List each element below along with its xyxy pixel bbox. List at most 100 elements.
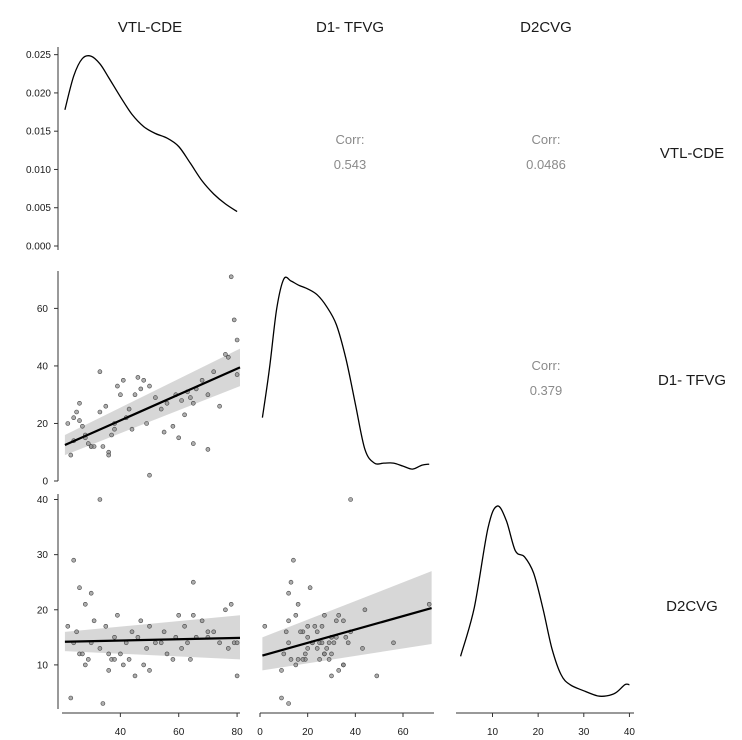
- density-curve-0: [64, 55, 238, 213]
- y-tick-label: 60: [37, 304, 49, 315]
- corr-label: Corr:: [336, 132, 365, 147]
- y-tick-label: 0.025: [26, 50, 51, 61]
- scatter-point: [132, 392, 138, 398]
- scatter-point: [191, 441, 196, 446]
- scatter-point: [341, 618, 346, 624]
- density-curve-2: [459, 505, 630, 698]
- scatter-point: [333, 618, 339, 624]
- row-label-2: D2CVG: [666, 598, 718, 615]
- scatter-point: [80, 651, 85, 657]
- scatter-point: [74, 629, 79, 635]
- scatter-point: [319, 640, 325, 646]
- scatter-point: [345, 640, 351, 646]
- scatter-point: [217, 640, 222, 646]
- scatter-point: [91, 618, 97, 624]
- scatter-point: [97, 646, 103, 651]
- scatter-point: [317, 657, 322, 662]
- scatter-point: [135, 634, 141, 640]
- y-tick-label: 0.020: [26, 88, 51, 99]
- scatter-point: [231, 317, 237, 323]
- scatter-point: [305, 623, 311, 629]
- scatter-point: [115, 383, 120, 389]
- x-tick-label: 20: [533, 727, 545, 738]
- scatter-point: [135, 375, 141, 380]
- corr-panel-0-1: Corr: 0.543: [334, 132, 367, 172]
- scatter-point: [65, 623, 71, 629]
- x-tick-label: 30: [578, 727, 590, 738]
- scatter-point: [314, 646, 320, 651]
- col-label-0: VTL-CDE: [118, 19, 182, 36]
- y-tick-label: 0.015: [26, 127, 51, 138]
- scatter-point: [77, 585, 82, 591]
- scatter-point: [283, 629, 289, 635]
- scatter-point: [329, 651, 334, 657]
- scatter-point: [234, 337, 240, 343]
- scatter-point: [326, 640, 332, 646]
- scatter-point: [71, 557, 76, 563]
- regression-line: [262, 607, 432, 657]
- scatter-point: [97, 409, 103, 415]
- y-tick-label: 0.010: [26, 165, 51, 176]
- scatter-point: [331, 640, 337, 646]
- scatter-point: [83, 662, 88, 668]
- scatter-point: [329, 673, 334, 679]
- scatter-point: [158, 640, 164, 646]
- scatter-point: [182, 412, 187, 418]
- scatter-point: [103, 403, 109, 409]
- scatter-point: [305, 646, 311, 651]
- corr-label: Corr:: [532, 358, 561, 373]
- x-tick-label: 0: [257, 727, 263, 738]
- scatter-point: [211, 369, 216, 375]
- scatter-point: [144, 421, 149, 426]
- scatter-point: [109, 432, 114, 438]
- scatter-point: [291, 557, 296, 563]
- x-tick-label: 40: [115, 727, 127, 738]
- scatter-point: [322, 612, 327, 618]
- scatter-point: [300, 657, 306, 662]
- scatter-point: [295, 601, 301, 607]
- corr-panel-0-2: Corr: 0.0486: [526, 132, 566, 172]
- corr-value: 0.379: [530, 383, 563, 398]
- scatter-point: [100, 444, 106, 449]
- scatter-point: [223, 607, 228, 613]
- corr-label: Corr:: [532, 132, 561, 147]
- scatter-point: [182, 623, 187, 629]
- scatter-point: [176, 612, 181, 618]
- scatter-point: [100, 701, 106, 706]
- y-tick-label: 10: [37, 660, 49, 671]
- scatter-point: [147, 668, 152, 673]
- scatter-point: [324, 646, 330, 651]
- y-tick-label: 40: [37, 495, 49, 506]
- scatter-point: [112, 426, 117, 432]
- x-tick-label: 80: [232, 727, 244, 738]
- scatter-point: [191, 612, 196, 618]
- scatter-point: [307, 585, 313, 591]
- scatter-point: [314, 629, 320, 635]
- scatter-point: [176, 435, 181, 441]
- scatter-point: [191, 400, 196, 406]
- scatter-point: [77, 400, 82, 406]
- scatter-point: [223, 352, 228, 357]
- scatter-point: [126, 657, 132, 662]
- scatter-point: [302, 651, 308, 657]
- y-tick-label: 30: [37, 550, 49, 561]
- scatter-point: [279, 668, 284, 673]
- scatter-point: [279, 695, 284, 701]
- scatter-point: [179, 398, 184, 403]
- regression-line: [64, 366, 241, 447]
- scatter-point: [228, 601, 234, 607]
- regression-line: [64, 636, 241, 643]
- scatter-point: [86, 441, 91, 446]
- y-tick-label: 20: [37, 419, 49, 430]
- scatter-point: [293, 612, 299, 618]
- scatter-point: [88, 590, 94, 596]
- scatter-point: [158, 406, 164, 412]
- y-tick-label: 40: [37, 361, 49, 372]
- x-tick-label: 60: [173, 727, 185, 738]
- scatter-point: [106, 668, 111, 673]
- scatter-point: [234, 372, 240, 377]
- scatter-point: [234, 640, 240, 646]
- scatter-point: [374, 673, 380, 679]
- y-tick-label: 0.005: [26, 203, 51, 214]
- scatter-point: [205, 447, 211, 452]
